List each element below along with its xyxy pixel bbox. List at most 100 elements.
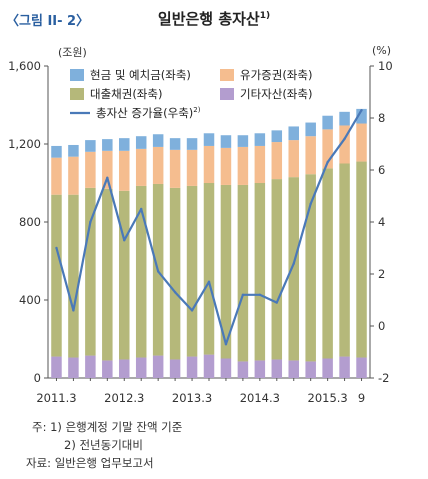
bar-segment <box>254 183 266 361</box>
bar-segment <box>220 147 232 185</box>
bar-segment <box>135 357 147 378</box>
bar-segment <box>186 185 198 357</box>
bar-segment <box>186 138 198 150</box>
bar-segment <box>68 144 79 157</box>
bar-segment <box>254 133 266 146</box>
bar-segment <box>68 156 79 195</box>
bar-segment <box>152 355 164 378</box>
bar-segment <box>305 174 316 362</box>
bar-segment <box>305 122 316 137</box>
note-2: 2) 전년동기대비 <box>64 438 143 452</box>
bar-segment <box>220 358 232 378</box>
right-axis-tick-label: 0 <box>378 319 385 333</box>
left-axis-tick-label: 0 <box>34 371 41 385</box>
bar-segment <box>119 190 130 360</box>
bar-segment <box>288 360 299 378</box>
growth-rate-point <box>258 293 262 296</box>
growth-rate-point <box>292 262 295 265</box>
bar-segment <box>85 187 96 356</box>
right-axis-unit: (%) <box>372 44 392 57</box>
chart-title-footnote-mark: 1) <box>259 11 271 21</box>
bar-segment <box>152 146 164 184</box>
bar-segment <box>288 126 299 141</box>
growth-rate-point <box>173 291 177 294</box>
growth-rate-point <box>55 246 58 250</box>
legend-swatch <box>70 88 84 100</box>
bar-segment <box>51 356 62 378</box>
bar-segment <box>102 139 113 151</box>
bar-segment <box>322 168 333 359</box>
growth-rate-point <box>190 309 194 312</box>
growth-rate-point <box>241 293 245 296</box>
bar-segment <box>135 136 147 149</box>
figure-label: 〈그림 II- 2〉 <box>6 14 90 29</box>
left-axis-unit: (조원) <box>58 46 87 59</box>
bar-segment <box>203 354 215 378</box>
growth-rate-point <box>326 161 329 164</box>
bar-segment <box>356 108 367 124</box>
left-axis-tick-label: 1,200 <box>8 137 41 151</box>
bar-segment <box>339 125 350 164</box>
chart-title-text: 일반은행 총자산 <box>157 10 260 28</box>
bar-segment <box>356 357 367 378</box>
bar-segment <box>271 359 283 378</box>
growth-rate-point <box>89 220 92 224</box>
bar-segment <box>119 359 130 378</box>
growth-rate-point <box>207 280 211 283</box>
bar-segment <box>356 123 367 162</box>
bar-segment <box>322 115 333 130</box>
growth-rate-point <box>275 301 278 304</box>
right-axis-tick-label: 4 <box>378 215 385 229</box>
bar-segment <box>339 163 350 357</box>
bar-segment <box>339 356 350 378</box>
growth-rate-point <box>360 109 363 112</box>
legend-label-footnote-mark: 2) <box>193 106 200 114</box>
legend-swatch <box>220 88 234 100</box>
x-axis-tick-label: 2011.3 <box>36 391 76 405</box>
left-axis-tick-label: 1,600 <box>8 59 41 73</box>
growth-rate-point <box>309 202 312 205</box>
source-note: 자료: 일반은행 업무보고서 <box>26 456 154 470</box>
bar-segment <box>305 361 316 378</box>
bar-segment <box>51 157 62 195</box>
growth-rate-point <box>343 137 346 140</box>
growth-rate-point <box>72 309 75 312</box>
bar-segment <box>51 145 62 158</box>
growth-rate-point <box>140 207 143 211</box>
growth-rate-point <box>106 176 109 179</box>
bar-segment <box>85 140 96 152</box>
bar-segment <box>220 184 232 359</box>
bar-segment <box>85 355 96 378</box>
x-axis-tick-label: 2014.3 <box>240 391 280 405</box>
right-axis-tick-label: -2 <box>378 371 389 385</box>
bar-segment <box>271 142 283 180</box>
left-axis-tick-label: 800 <box>19 215 41 229</box>
growth-rate-point <box>123 239 126 242</box>
bar-segment <box>305 136 316 175</box>
bar-segment <box>119 150 130 191</box>
x-axis-tick-label: 2012.3 <box>104 391 144 405</box>
left-axis-tick-label: 400 <box>19 293 41 307</box>
right-axis-tick-label: 6 <box>378 163 385 177</box>
bar-segment <box>220 135 232 148</box>
bar-segment <box>237 146 249 185</box>
bar-segment <box>169 359 181 378</box>
chart-title: 일반은행 총자산1) <box>0 8 428 29</box>
bar-segment <box>102 360 113 378</box>
bar-segment <box>169 138 181 150</box>
bar-segment <box>102 150 113 189</box>
bar-segment <box>203 145 215 183</box>
bar-segment <box>186 149 198 186</box>
right-axis-tick-label: 8 <box>378 111 385 125</box>
bar-segment <box>152 134 164 147</box>
bar-segment <box>135 148 147 186</box>
bar-segment <box>339 111 350 126</box>
bar-segment <box>68 194 79 358</box>
bar-segment <box>85 151 96 188</box>
legend-swatch <box>220 69 234 81</box>
legend-label: 유가증권(좌축) <box>240 68 312 82</box>
x-axis-tick-label: 2015.3 <box>308 391 348 405</box>
growth-rate-point <box>156 270 160 273</box>
legend-label: 기타자산(좌축) <box>240 87 312 101</box>
